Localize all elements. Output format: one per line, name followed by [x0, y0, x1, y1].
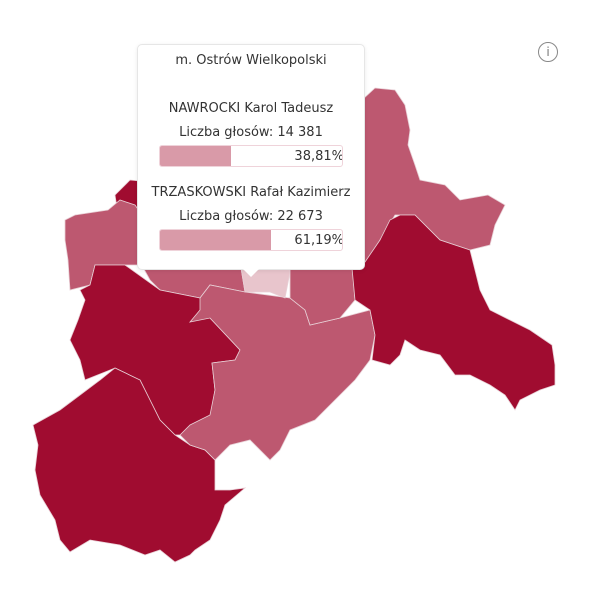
candidate-votes: Liczba głosów: 14 381: [179, 125, 323, 140]
region-tooltip: m. Ostrów Wielkopolski NAWROCKI Karol Ta…: [137, 44, 365, 277]
tooltip-title: m. Ostrów Wielkopolski: [175, 53, 327, 68]
candidate-votes: Liczba głosów: 22 673: [179, 209, 323, 224]
candidate-trzaskowski: TRZASKOWSKI Rafał Kazimierz Liczba głosó…: [138, 183, 364, 251]
region-southwest[interactable]: [32, 367, 247, 563]
percent-label: 61,19%: [294, 233, 343, 248]
percent-bar: 61,19%: [159, 229, 343, 251]
region-northwest[interactable]: [64, 199, 143, 291]
percent-bar: 38,81%: [159, 145, 343, 167]
candidate-name: TRZASKOWSKI Rafał Kazimierz: [151, 185, 351, 200]
info-icon[interactable]: i: [538, 42, 558, 62]
percent-bar-fill: [160, 146, 231, 166]
region-east[interactable]: [351, 214, 556, 411]
percent-bar-fill: [160, 230, 272, 250]
candidate-nawrocki: NAWROCKI Karol Tadeusz Liczba głosów: 14…: [138, 99, 364, 167]
candidate-name: NAWROCKI Karol Tadeusz: [168, 101, 334, 116]
percent-label: 38,81%: [294, 149, 343, 164]
